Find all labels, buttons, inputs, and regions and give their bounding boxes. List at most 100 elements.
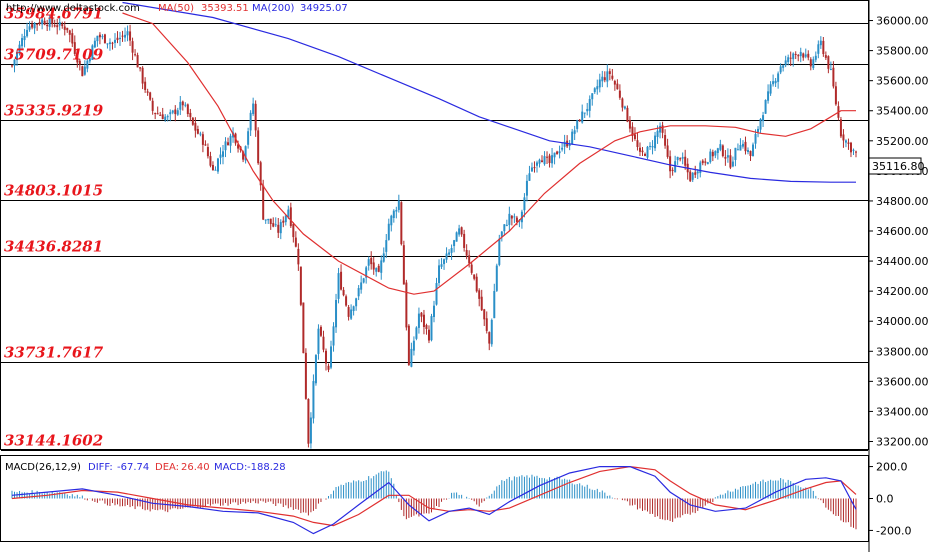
- candle-body: [206, 147, 209, 157]
- candle-body: [598, 79, 601, 88]
- candle-body: [746, 150, 749, 153]
- candle-body: [435, 283, 438, 305]
- level-label: 34803.1015: [4, 182, 103, 200]
- candle-body: [576, 120, 579, 129]
- candle-body: [649, 145, 652, 147]
- candle-body: [538, 159, 541, 164]
- candle-body: [661, 125, 664, 133]
- candle-body: [485, 318, 488, 331]
- candle-body: [81, 66, 84, 77]
- candle-body: [26, 29, 29, 37]
- candle-body: [621, 98, 624, 108]
- candle-body: [819, 40, 822, 46]
- candle-body: [822, 40, 825, 55]
- candle-body: [335, 299, 338, 328]
- candle-body: [601, 76, 604, 82]
- candle-body: [659, 125, 662, 133]
- candle-body: [156, 113, 159, 115]
- macd-y-axis: 200.0 0.0 -200.0: [869, 461, 911, 537]
- candle-body: [249, 112, 252, 131]
- candle-body: [676, 156, 679, 161]
- y-tick-label: 34800.00: [876, 195, 929, 208]
- candle-body: [43, 20, 46, 25]
- candle-body: [654, 135, 657, 149]
- candle-body: [327, 365, 330, 370]
- candle-body: [420, 312, 423, 317]
- candle-body: [458, 228, 461, 235]
- candle-body: [470, 264, 473, 273]
- y-tick-label: 33600.00: [876, 375, 929, 388]
- candle-body: [448, 252, 451, 255]
- candle-body: [342, 289, 345, 296]
- ma200-value: 34925.07: [300, 3, 348, 14]
- candle-body: [832, 67, 835, 87]
- candle-body: [699, 162, 702, 174]
- candle-body: [387, 223, 390, 240]
- candle-body: [46, 24, 49, 27]
- candle-body: [340, 271, 343, 290]
- level-label: 33144.1602: [4, 432, 103, 450]
- candle-body: [136, 55, 139, 68]
- macd-dea-value: 26.40: [181, 462, 210, 473]
- candle-body: [347, 307, 350, 317]
- candle-body: [711, 151, 714, 157]
- macd-histogram: [11, 470, 857, 530]
- candle-body: [498, 238, 501, 265]
- candle-body: [754, 134, 757, 144]
- y-tick-label: 34000.00: [876, 315, 929, 328]
- candle-body: [252, 103, 255, 114]
- candle-body: [463, 233, 466, 248]
- candle-body: [309, 417, 312, 444]
- y-tick-label: 35400.00: [876, 105, 929, 118]
- candle-body: [757, 128, 760, 132]
- candle-body: [113, 39, 116, 43]
- level-label: 35984.6791: [4, 5, 103, 23]
- candle-body: [455, 232, 458, 242]
- candle-body: [319, 326, 322, 336]
- candle-body: [809, 59, 812, 67]
- candle-body: [171, 110, 174, 113]
- candle-body: [508, 213, 511, 225]
- candle-body: [849, 142, 852, 153]
- candle-body: [272, 223, 275, 227]
- candle-body: [417, 313, 420, 328]
- candle-body: [244, 146, 247, 161]
- candle-body: [412, 340, 415, 351]
- candle-body: [350, 309, 353, 319]
- candle-body: [227, 142, 230, 146]
- candle-body: [636, 140, 639, 147]
- candle-body: [684, 156, 687, 166]
- y-tick-label: 33400.00: [876, 405, 929, 418]
- candle-body: [289, 207, 292, 227]
- candle-body: [581, 111, 584, 123]
- candle-body: [91, 45, 94, 60]
- candle-body: [679, 158, 682, 160]
- candle-body: [314, 355, 317, 384]
- candle-body: [292, 224, 295, 238]
- candle-body: [264, 219, 267, 221]
- candle-body: [749, 150, 752, 156]
- candle-body: [312, 381, 315, 419]
- candle-body: [812, 59, 815, 69]
- candle-body: [38, 22, 41, 24]
- candle-body: [164, 116, 167, 121]
- candle-body: [530, 167, 533, 172]
- candle-body: [744, 141, 747, 152]
- candle-body: [681, 157, 684, 159]
- candle-body: [365, 267, 368, 278]
- candle-body: [593, 88, 596, 93]
- candle-body: [48, 18, 51, 27]
- candle-body: [473, 274, 476, 279]
- candle-body: [106, 43, 109, 45]
- candle-body: [380, 260, 383, 273]
- candle-body: [794, 53, 797, 55]
- candle-body: [237, 144, 240, 149]
- candles: [11, 13, 857, 449]
- candle-body: [827, 56, 830, 69]
- candle-body: [131, 41, 134, 53]
- candle-body: [694, 172, 697, 175]
- candle-body: [483, 309, 486, 320]
- candle-body: [126, 31, 129, 36]
- macd-diff-label: DIFF:: [88, 462, 113, 473]
- candle-body: [337, 273, 340, 299]
